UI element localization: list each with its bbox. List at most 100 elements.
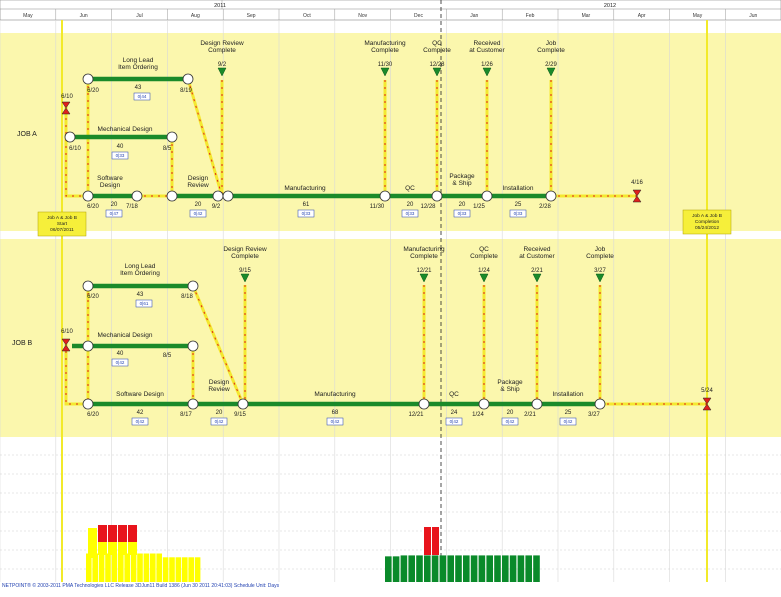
job-a-node[interactable]: [82, 190, 94, 202]
job-b-node[interactable]: [82, 280, 94, 292]
job-b-node[interactable]: [82, 398, 94, 410]
job-a-mfg-flag-icon[interactable]: [380, 67, 390, 77]
job-a-recv-flag-icon[interactable]: [482, 67, 492, 77]
job-a-review-flag-icon[interactable]: [217, 67, 227, 77]
histogram-bar-yellow: [150, 553, 156, 582]
job-b-review-float-text: 0|42: [215, 419, 224, 424]
job-b-node[interactable]: [478, 398, 490, 410]
job-b-node[interactable]: [187, 340, 199, 352]
job-b-recv-flag-icon[interactable]: [532, 273, 542, 283]
job-a-qc-flag-icon[interactable]: [432, 67, 442, 77]
completion-milestone-box[interactable]: Job A & Job B Completion 05/24/2012: [682, 209, 732, 235]
histogram-bar-yellow: [98, 553, 105, 582]
job-a-qc-float-text: 0|33: [406, 211, 415, 216]
job-a-event-label: QC Complete: [423, 40, 451, 54]
job-a-start-constraint-icon[interactable]: [61, 101, 71, 115]
job-a-node[interactable]: [166, 190, 178, 202]
job-a-job-flag-icon[interactable]: [546, 67, 556, 77]
job-a-node[interactable]: [182, 73, 194, 85]
job-b-node[interactable]: [237, 398, 249, 410]
start-milestone-box[interactable]: Job A & Job B Start 06/07/2011: [37, 211, 87, 237]
job-b-event-label: Received at Customer: [519, 246, 555, 260]
histogram-bar-green: [392, 556, 400, 582]
job-a-node[interactable]: [131, 190, 143, 202]
job-a-date: 1/25: [473, 204, 485, 210]
job-a-node[interactable]: [481, 190, 493, 202]
job-a-node[interactable]: [82, 73, 94, 85]
histogram-bar-red: [424, 527, 431, 555]
job-b-date: 8/18: [181, 294, 193, 300]
job-b-event-label: QC Complete: [470, 246, 498, 260]
job-a-node[interactable]: [545, 190, 557, 202]
job-a-mech-duration: 40: [117, 144, 124, 150]
job-b-sw-design-label: Software Design: [116, 391, 164, 398]
job-a-install-float: [509, 209, 527, 218]
month-label: Nov: [358, 13, 367, 19]
job-a-install-duration: 25: [515, 202, 522, 208]
job-b-sw-float: [131, 417, 149, 426]
lane-label-job-a: JOB A: [17, 131, 37, 138]
job-b-mfg-flag-icon[interactable]: [419, 273, 429, 283]
histogram-bar-yellow: [156, 553, 162, 582]
job-a-ship-float-text: 0|33: [458, 211, 467, 216]
job-a-date: 9/2: [212, 204, 221, 210]
histogram-bar-yellow: [169, 557, 175, 582]
resource-histogram: [86, 525, 540, 582]
job-a-event-date: 11/30: [378, 62, 393, 68]
job-b-date: 6/10: [61, 329, 73, 335]
job-a-node[interactable]: [64, 131, 76, 143]
job-a-ship-duration: 20: [459, 202, 466, 208]
job-b-node[interactable]: [82, 340, 94, 352]
job-b-node[interactable]: [187, 280, 199, 292]
job-b-qc-label: QC: [449, 391, 459, 398]
job-b-start-constraint-icon[interactable]: [61, 338, 71, 352]
job-a-node[interactable]: [431, 190, 443, 202]
job-b-date: 6/20: [87, 412, 99, 418]
job-a-node[interactable]: [222, 190, 234, 202]
job-b-ship-duration: 20: [507, 410, 514, 416]
job-b-job-flag-icon[interactable]: [595, 273, 605, 283]
month-label: Mar: [582, 13, 591, 19]
job-b-ship-label: Package & Ship: [497, 379, 523, 393]
job-b-review-flag-icon[interactable]: [240, 273, 250, 283]
histogram-bar-green: [455, 555, 462, 582]
histogram-bar-red: [118, 525, 127, 542]
job-b-date: 6/20: [87, 294, 99, 300]
month-label: Jul: [136, 13, 142, 19]
job-b-finish-constraint-icon[interactable]: [702, 397, 712, 411]
job-b-node[interactable]: [418, 398, 430, 410]
month-label: Dec: [414, 13, 423, 19]
job-a-date: 8/19: [180, 88, 192, 94]
histogram-bar-red: [128, 525, 137, 542]
job-b-review-float: [210, 417, 228, 426]
job-a-long-lead-duration: 43: [135, 85, 142, 91]
job-a-long-lead-label: Long Lead Item Ordering: [118, 57, 158, 71]
histogram-bar-green: [400, 555, 408, 582]
job-a-install-label: Installation: [502, 185, 533, 192]
job-b-mfg-duration: 68: [332, 410, 339, 416]
histogram-bar-yellow: [105, 553, 111, 582]
histogram-bar-red: [98, 525, 107, 542]
job-b-node[interactable]: [531, 398, 543, 410]
job-a-long-lead-float: [133, 92, 151, 101]
timescale-header: 2011 2012 May Jun Jul Aug Sep Oct Nov Dec Jan Feb…: [0, 0, 781, 21]
job-a-qc-float: [401, 209, 419, 218]
job-b-node[interactable]: [594, 398, 606, 410]
job-b-qc-flag-icon[interactable]: [479, 273, 489, 283]
histogram-bar-green: [517, 555, 525, 582]
job-b-start-link: [64, 344, 88, 406]
job-a-event-label: Manufacturing Complete: [364, 40, 406, 54]
job-a-long-lead-float-text: 0|44: [138, 94, 147, 99]
job-b-node[interactable]: [187, 398, 199, 410]
job-b-event-label: Job Complete: [586, 246, 614, 260]
job-a-sw-float-text: 0|47: [110, 211, 119, 216]
job-a-node[interactable]: [212, 190, 224, 202]
job-a-node[interactable]: [166, 131, 178, 143]
job-b-mech-duration: 40: [117, 351, 124, 357]
job-a-mfg-duration: 61: [303, 202, 310, 208]
job-a-finish-constraint-icon[interactable]: [632, 189, 642, 203]
job-a-node[interactable]: [379, 190, 391, 202]
